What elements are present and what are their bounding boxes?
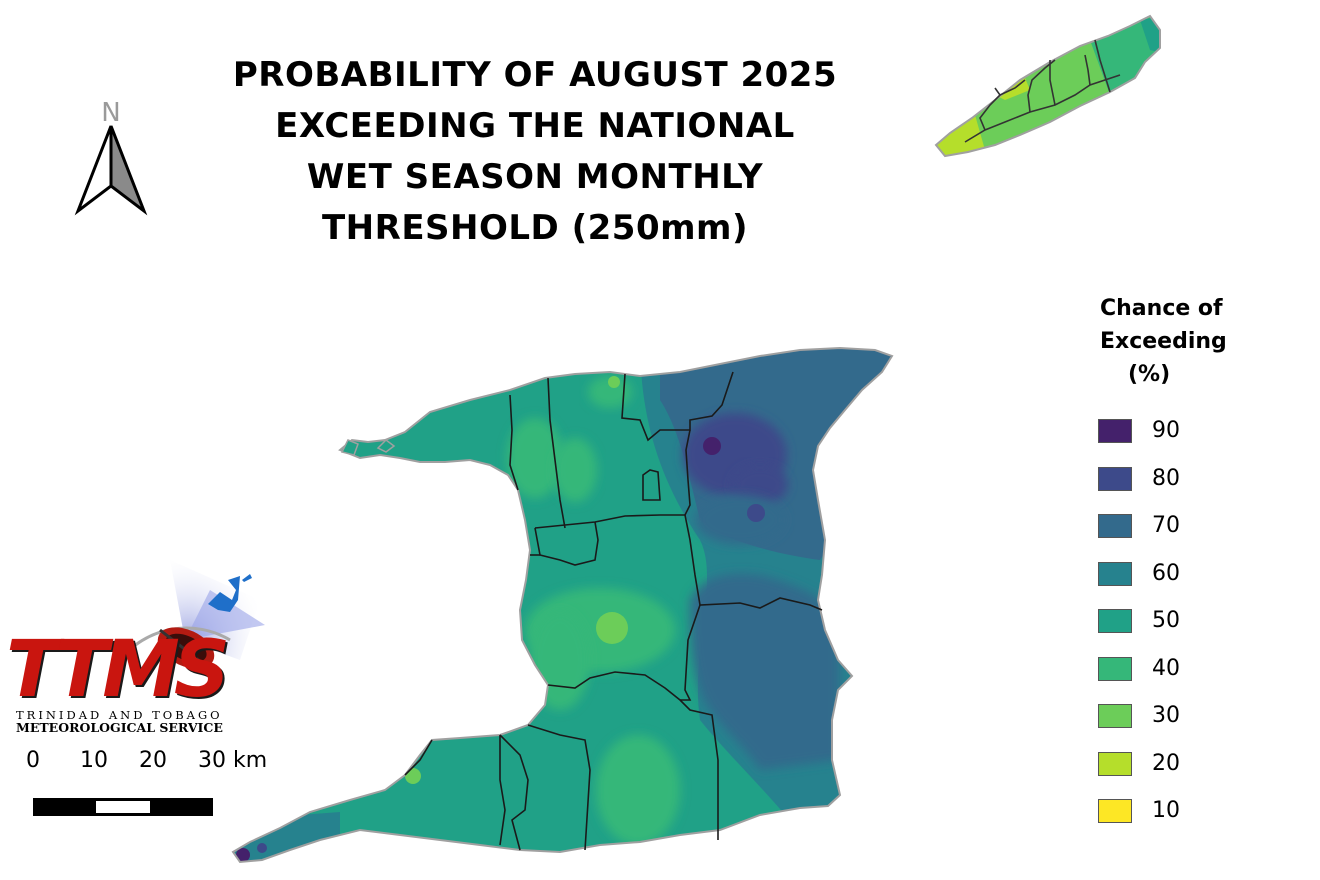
ttms-logo-graphic	[118, 560, 265, 669]
legend-title-line-2: Exceeding	[1100, 329, 1227, 354]
legend-label: 30	[1152, 703, 1180, 728]
scale-segment-1	[33, 798, 93, 816]
scale-label-0: 0	[26, 748, 40, 773]
legend-swatch	[1098, 514, 1132, 538]
scale-label-10: 10	[80, 748, 108, 773]
scale-segment-3	[153, 798, 213, 816]
scale-bar: 0 10 20 30 km	[24, 748, 284, 828]
legend-swatch	[1098, 704, 1132, 728]
legend-item-50: 50	[1098, 607, 1238, 637]
legend-item-80: 80	[1098, 465, 1238, 495]
legend-label: 20	[1152, 750, 1180, 776]
map-title: PROBABILITY OF AUGUST 2025 EXCEEDING THE…	[170, 50, 900, 254]
north-arrow: N	[70, 98, 152, 218]
legend-swatch	[1098, 561, 1132, 586]
legend-item-30: 30	[1098, 702, 1238, 732]
trinidad-map	[232, 347, 893, 863]
north-arrow-icon	[74, 125, 148, 216]
legend-label: 80	[1152, 465, 1180, 491]
legend-label: 60	[1152, 560, 1180, 586]
legend-title-line-3: (%)	[1128, 362, 1171, 387]
title-line-4: THRESHOLD (250mm)	[321, 208, 749, 248]
legend-label: 40	[1152, 655, 1180, 681]
tobago-map	[935, 15, 1161, 157]
legend-swatch	[1098, 799, 1132, 823]
legend-item-20: 20	[1098, 750, 1238, 780]
legend-label: 10	[1152, 798, 1180, 823]
scale-label-30: 30 km	[198, 748, 268, 773]
legend-item-70: 70	[1098, 512, 1238, 542]
ttms-logo-line-1: TRINIDAD AND TOBAGO	[16, 708, 223, 722]
ttms-logo-line-2: METEOROLOGICAL SERVICE	[16, 720, 223, 735]
legend-item-10: 10	[1098, 797, 1238, 827]
legend-swatch	[1098, 419, 1132, 443]
scale-label-20: 20	[139, 748, 167, 773]
legend-swatch	[1098, 656, 1132, 681]
legend: Chance of Exceeding (%) 90 80 70 60 50 40 30 20…	[1094, 292, 1274, 823]
legend-item-40: 40	[1098, 655, 1238, 685]
scale-segment-2	[93, 798, 153, 816]
title-line-1: PROBABILITY OF AUGUST 2025	[232, 55, 838, 95]
north-arrow-label: N	[101, 98, 121, 128]
legend-label: 70	[1152, 513, 1180, 538]
ttms-logo-acronym: TTMS	[6, 625, 230, 715]
legend-item-60: 60	[1098, 560, 1238, 590]
legend-title-line-1: Chance of	[1100, 296, 1223, 321]
title-line-3: WET SEASON MONTHLY	[306, 157, 764, 197]
title-line-2: EXCEEDING THE NATIONAL	[275, 106, 795, 146]
legend-swatch	[1098, 466, 1132, 491]
legend-label: 90	[1152, 418, 1180, 443]
legend-swatch	[1098, 609, 1132, 633]
legend-label: 50	[1152, 608, 1180, 633]
legend-title: Chance of Exceeding (%)	[1094, 292, 1274, 391]
county-borders	[404, 371, 823, 851]
legend-item-90: 90	[1098, 417, 1238, 447]
legend-swatch	[1098, 751, 1132, 776]
